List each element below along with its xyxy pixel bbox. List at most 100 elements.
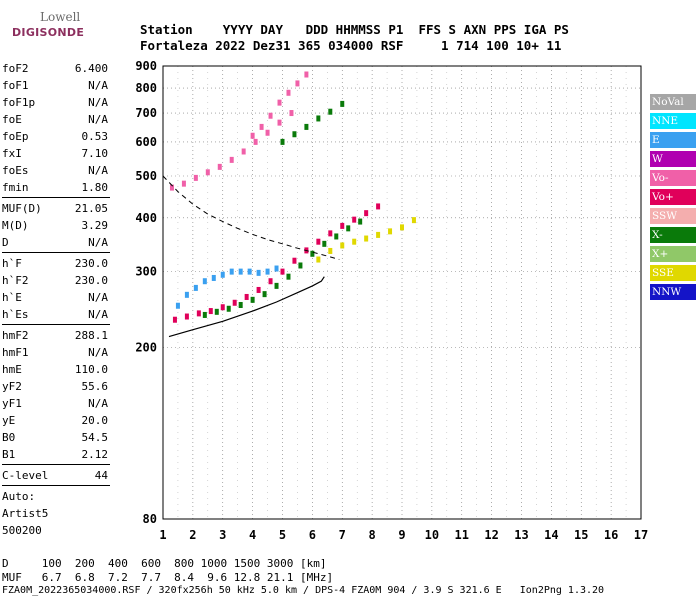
echo-points [169,71,416,323]
param-value: N/A [88,113,108,126]
y-tick-labels: 80 200 300 400 500 600 700 800 900 [135,59,157,526]
echo-point-series-1 [202,311,207,318]
echo-point-series-0 [352,216,357,223]
param-label: fxI [2,147,22,160]
param-label: foE [2,113,22,126]
param-value: N/A [88,397,108,410]
param-separator [2,197,110,198]
legend-item-nne: NNE [650,113,696,129]
param-separator [2,485,110,486]
legend-item-vo-: Vo- [650,170,696,186]
profile-solid-curve [168,276,325,338]
echo-point-series-5 [328,108,333,115]
legend-item-vo-: Vo+ [650,189,696,205]
param-value: 6.400 [74,62,108,75]
param-value: 2.12 [81,448,109,461]
echo-point-series-2 [229,268,234,275]
echo-point-series-3 [400,224,404,231]
echo-point-series-1 [238,301,243,308]
echo-point-series-4 [205,169,210,176]
echo-point-series-3 [340,242,345,249]
footer-info-line: FZA0M_2022365034000.RSF / 320fx256h 50 k… [2,585,605,596]
echo-point-series-5 [304,123,309,130]
echo-point-series-3 [411,217,416,224]
y-tick-label: 80 [143,512,157,526]
echo-point-series-4 [169,184,174,191]
echo-point-series-0 [196,310,201,317]
param-label: h`F [2,257,22,270]
y-tick-label: 500 [135,169,157,183]
echo-point-series-2 [202,278,207,285]
auto-scaling-line: Artist5 [2,507,49,520]
param-row-foe: foE N/A [2,111,110,128]
echo-point-series-3 [376,231,381,238]
param-row-fmin: fmin 1.80 [2,179,110,196]
echo-point-series-3 [352,238,357,245]
echo-point-series-6 [259,123,264,130]
param-value: 21.05 [74,202,108,215]
param-value: N/A [88,236,108,249]
echo-point-series-2 [238,268,243,275]
echo-point-series-0 [316,238,321,245]
echo-point-series-0 [328,230,333,237]
echo-point-series-1 [214,308,219,315]
param-value: N/A [88,79,108,92]
x-tick-label: 6 [309,528,316,542]
echo-point-series-1 [250,296,255,303]
param-row-fxi: fxI 7.10 [2,145,110,162]
param-row-b1: B1 2.12 [2,446,110,463]
scaled-parameters-panel: foF2 6.400 foF1 N/A foF1p N/A foE N/A foEp 0.53 fx… [2,60,110,539]
param-row-fof1: foF1 N/A [2,77,110,94]
x-tick-label: 16 [604,528,618,542]
echo-point-series-2 [220,271,225,278]
param-label: fmin [2,181,29,194]
header-labels: Station YYYY DAY DDD HHMMSS P1 FFS S AXN… [140,22,569,37]
x-tick-label: 17 [634,528,648,542]
echo-point-series-1 [334,233,339,240]
logo-brand-bottom: DIGISONDE [12,26,85,39]
param-separator [2,464,110,465]
echo-point-series-3 [388,228,393,235]
param-label: foF1 [2,79,29,92]
param-label: h`Es [2,308,29,321]
param-row-clevel: C-level 44 [2,467,110,484]
param-label: h`E [2,291,22,304]
legend-item-w: W [650,151,696,167]
param-row-hf2: h`F2 230.0 [2,272,110,289]
echo-point-series-2 [247,268,252,275]
echo-point-series-1 [310,250,315,257]
param-row-fof1p: foF1p N/A [2,94,110,111]
echo-point-series-5 [280,138,285,145]
param-value: N/A [88,308,108,321]
x-tick-labels: 1 2 3 4 5 6 7 8 9 10 11 12 13 14 15 16 17 [159,528,648,542]
param-value: 288.1 [74,329,108,342]
echo-point-series-2 [193,284,198,291]
echo-point-series-2 [265,268,270,275]
echo-point-series-0 [376,203,381,210]
echo-point-series-1 [322,240,327,247]
param-label: C-level [2,469,49,482]
echo-point-series-1 [262,291,267,298]
param-separator [2,252,110,253]
echo-point-series-0 [340,222,345,229]
param-row-hf: h`F 230.0 [2,255,110,272]
echo-point-series-3 [316,256,321,263]
y-tick-label: 400 [135,211,157,225]
x-tick-label: 15 [574,528,588,542]
param-value: N/A [88,164,108,177]
x-tick-label: 14 [544,528,558,542]
legend-item-e: E [650,132,696,148]
echo-point-series-4 [253,138,258,145]
param-row-yf1: yF1 N/A [2,395,110,412]
param-row-hmf2: hmF2 288.1 [2,327,110,344]
y-tick-label: 300 [135,265,157,279]
param-label: yF2 [2,380,22,393]
legend-item-x-: X+ [650,246,696,262]
legend-item-ssw: SSW [650,208,696,224]
param-label: B1 [2,448,16,461]
param-row-mufd: MUF(D) 21.05 [2,200,110,217]
param-row-he: h`E N/A [2,289,110,306]
auto-scaling-line: Auto: [2,490,36,503]
param-value: 230.0 [74,274,108,287]
